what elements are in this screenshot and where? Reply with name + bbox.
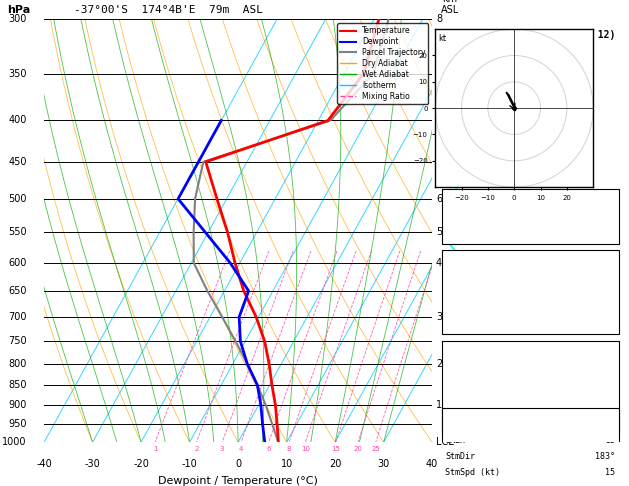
Text: 4: 4 bbox=[436, 258, 442, 268]
Text: 37: 37 bbox=[605, 209, 615, 218]
Text: 8: 8 bbox=[436, 15, 442, 24]
Text: -40: -40 bbox=[36, 459, 52, 469]
Text: 0: 0 bbox=[610, 417, 615, 426]
Text: 500: 500 bbox=[8, 194, 26, 204]
Text: 600: 600 bbox=[8, 258, 26, 268]
Text: 1000: 1000 bbox=[2, 437, 26, 447]
Text: © weatheronline.co.uk: © weatheronline.co.uk bbox=[482, 429, 579, 438]
Text: kt: kt bbox=[438, 35, 446, 43]
Text: Dewpoint / Temperature (°C): Dewpoint / Temperature (°C) bbox=[158, 476, 318, 486]
Text: SREH: SREH bbox=[445, 436, 465, 445]
Text: 5.5: 5.5 bbox=[600, 278, 615, 287]
Text: 5: 5 bbox=[436, 227, 442, 237]
Text: 302: 302 bbox=[600, 369, 615, 378]
Text: Lifted Index: Lifted Index bbox=[445, 385, 505, 394]
Text: 2: 2 bbox=[610, 193, 615, 202]
Text: 30: 30 bbox=[377, 459, 390, 469]
Text: 15: 15 bbox=[605, 469, 615, 477]
Text: 0: 0 bbox=[235, 459, 241, 469]
Text: Most Unstable: Most Unstable bbox=[496, 344, 565, 353]
Text: 10: 10 bbox=[301, 447, 310, 452]
Text: -30: -30 bbox=[85, 459, 101, 469]
Text: 0: 0 bbox=[610, 342, 615, 351]
Text: Hodograph: Hodograph bbox=[506, 412, 555, 421]
FancyBboxPatch shape bbox=[442, 408, 619, 480]
Text: Temp (°C): Temp (°C) bbox=[445, 262, 490, 271]
Text: Dewp (°C): Dewp (°C) bbox=[445, 278, 490, 287]
Text: 300: 300 bbox=[8, 15, 26, 24]
Text: StmSpd (kt): StmSpd (kt) bbox=[445, 469, 500, 477]
Text: 8.3: 8.3 bbox=[600, 262, 615, 271]
Text: PW (cm): PW (cm) bbox=[445, 225, 481, 234]
Text: CIN (J): CIN (J) bbox=[445, 417, 481, 426]
Text: -37°00'S  174°4B'E  79m  ASL: -37°00'S 174°4B'E 79m ASL bbox=[74, 5, 263, 15]
Text: 35: 35 bbox=[605, 436, 615, 445]
Text: 10: 10 bbox=[281, 459, 292, 469]
Text: θᵉ (K): θᵉ (K) bbox=[445, 369, 476, 378]
Text: 6: 6 bbox=[267, 447, 271, 452]
Text: 20: 20 bbox=[329, 459, 342, 469]
Text: 900: 900 bbox=[8, 400, 26, 410]
Legend: Temperature, Dewpoint, Parcel Trajectory, Dry Adiabat, Wet Adiabat, Isotherm, Mi: Temperature, Dewpoint, Parcel Trajectory… bbox=[337, 23, 428, 104]
Text: K: K bbox=[445, 193, 450, 202]
Text: 800: 800 bbox=[600, 353, 615, 362]
Text: 950: 950 bbox=[8, 419, 26, 429]
Text: -20: -20 bbox=[133, 459, 149, 469]
Text: θᵉ(K): θᵉ(K) bbox=[445, 294, 470, 303]
FancyBboxPatch shape bbox=[442, 189, 619, 243]
Text: 850: 850 bbox=[8, 380, 26, 390]
Text: EH: EH bbox=[445, 420, 455, 429]
Text: Surface: Surface bbox=[511, 253, 549, 262]
Text: 16: 16 bbox=[605, 310, 615, 319]
Text: 800: 800 bbox=[8, 359, 26, 369]
Text: 650: 650 bbox=[8, 286, 26, 296]
Text: 1.4: 1.4 bbox=[600, 225, 615, 234]
Text: 400: 400 bbox=[8, 116, 26, 125]
Text: 40: 40 bbox=[426, 459, 438, 469]
Text: 3: 3 bbox=[220, 447, 225, 452]
Text: 3: 3 bbox=[436, 312, 442, 322]
Text: 450: 450 bbox=[8, 157, 26, 167]
Text: 7: 7 bbox=[436, 116, 442, 125]
Text: StmDir: StmDir bbox=[445, 452, 476, 461]
Text: 4: 4 bbox=[239, 447, 243, 452]
Text: 20: 20 bbox=[353, 447, 362, 452]
Text: 700: 700 bbox=[8, 312, 26, 322]
Text: 11: 11 bbox=[605, 385, 615, 394]
Text: Pressure (mb): Pressure (mb) bbox=[445, 353, 510, 362]
Text: 295: 295 bbox=[600, 294, 615, 303]
Text: 8: 8 bbox=[287, 447, 291, 452]
Text: -10: -10 bbox=[182, 459, 198, 469]
FancyBboxPatch shape bbox=[442, 341, 619, 434]
Text: Totals Totals: Totals Totals bbox=[445, 209, 510, 218]
Text: 550: 550 bbox=[8, 227, 26, 237]
Text: 25: 25 bbox=[371, 447, 380, 452]
Text: CIN (J): CIN (J) bbox=[445, 342, 481, 351]
Text: CAPE (J): CAPE (J) bbox=[445, 326, 486, 335]
Text: 750: 750 bbox=[8, 336, 26, 346]
Text: 0: 0 bbox=[610, 401, 615, 410]
Text: CAPE (J): CAPE (J) bbox=[445, 401, 486, 410]
Text: 6: 6 bbox=[436, 194, 442, 204]
FancyBboxPatch shape bbox=[442, 250, 619, 334]
Text: 15: 15 bbox=[331, 447, 340, 452]
Text: 09.05.2024  00GMT  (Base: 12): 09.05.2024 00GMT (Base: 12) bbox=[445, 30, 616, 40]
Text: km
ASL: km ASL bbox=[440, 0, 459, 15]
Text: 6: 6 bbox=[610, 420, 615, 429]
Text: Lifted Index: Lifted Index bbox=[445, 310, 505, 319]
Text: 2: 2 bbox=[194, 447, 199, 452]
Text: 2: 2 bbox=[436, 359, 442, 369]
Text: 1: 1 bbox=[436, 400, 442, 410]
Text: 1: 1 bbox=[153, 447, 157, 452]
Text: hPa: hPa bbox=[7, 5, 30, 15]
Text: 0: 0 bbox=[610, 326, 615, 335]
Text: 183°: 183° bbox=[595, 452, 615, 461]
Text: LCL: LCL bbox=[436, 437, 454, 447]
Text: 350: 350 bbox=[8, 69, 26, 79]
